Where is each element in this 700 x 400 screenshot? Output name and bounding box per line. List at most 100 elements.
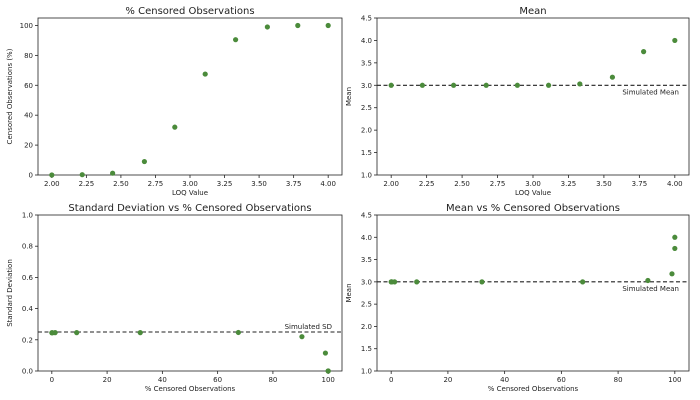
y-tick-label: 40 [24,112,33,120]
y-tick-label: 0.0 [22,368,33,376]
x-tick-label: 3.50 [596,180,612,188]
data-point [49,172,55,178]
chart-title: Standard Deviation vs % Censored Observa… [68,203,311,214]
data-point [609,74,616,80]
x-tick-label: 3.00 [182,180,198,188]
x-tick-label: 2.75 [490,180,506,188]
x-axis-label: LOQ Value [172,189,208,197]
x-tick-label: 0 [389,376,393,384]
y-tick-label: 3.5 [361,59,372,67]
data-point [322,350,329,356]
x-tick-label: 4.00 [320,180,336,188]
data-point [325,368,331,374]
data-point [483,82,489,88]
y-tick-label: 2.5 [361,104,372,112]
y-tick-label: 4.0 [361,234,372,242]
x-tick-label: 80 [614,376,623,384]
x-tick-label: 4.00 [667,180,683,188]
reference-line-label: Simulated Mean [622,88,679,96]
chart-panel-2: Mean 2.00 2.25 2.50 2.75 3.00 3.25 3.50 3.75 4.00… [345,6,690,197]
y-axis-label: Standard Deviation [6,259,14,327]
data-point [52,330,58,336]
data-point [391,279,398,285]
x-tick-label: 3.75 [632,180,648,188]
x-axis-label: % Censored Observations [488,385,579,393]
x-tick-label: 2.75 [148,180,164,188]
data-point [235,329,241,336]
x-tick-label: 60 [213,376,222,384]
x-tick-label: 80 [268,376,277,384]
data-point [233,37,239,43]
data-point [74,330,80,336]
data-point [295,22,301,29]
y-axis-label: Mean [345,283,353,302]
y-tick-label: 1.5 [361,345,372,353]
x-tick-label: 3.25 [561,180,577,188]
y-tick-label: 1.5 [361,149,372,157]
data-point [479,279,485,285]
data-point [450,82,457,88]
x-tick-label: 2.00 [44,180,60,188]
data-point [202,71,208,77]
y-tick-label: 20 [24,142,33,150]
chart-title: % Censored Observations [125,6,254,17]
y-tick-label: 3.0 [361,82,372,90]
y-tick-label: 0.8 [22,243,33,251]
y-tick-label: 4.0 [361,37,372,45]
x-tick-label: 3.00 [525,180,541,188]
y-axis-label: Mean [345,87,353,106]
x-tick-label: 3.25 [217,180,233,188]
x-tick-label: 40 [158,376,167,384]
x-tick-label: 2.25 [419,180,435,188]
chart-panel-4: Mean vs % Censored Observations 0 20 40 60 80… [345,203,690,393]
reference-line-label: Simulated SD [285,323,332,331]
data-point [514,82,521,88]
chart-panel-3: Standard Deviation vs % Censored Observa… [6,203,343,393]
y-tick-label: 0 [29,172,33,180]
y-tick-label: 1.0 [22,212,33,220]
x-axis-label: % Censored Observations [145,385,236,393]
data-point [669,271,675,277]
data-point [641,49,647,55]
data-point [419,82,425,88]
x-tick-label: 2.00 [383,180,399,188]
y-tick-label: 0.2 [22,336,33,344]
plot-frame [37,214,343,372]
data-point [414,279,420,285]
chart-title: Mean vs % Censored Observations [446,203,620,214]
y-tick-label: 3.5 [361,256,372,264]
reference-line-label: Simulated Mean [622,285,679,293]
y-tick-label: 100 [20,22,33,30]
y-tick-label: 0.6 [22,274,34,282]
x-tick-label: 100 [321,376,334,384]
y-tick-label: 1.0 [361,368,372,376]
x-tick-label: 3.50 [251,180,267,188]
data-point [137,330,143,336]
y-tick-label: 4.5 [361,15,372,23]
data-point [299,334,305,340]
data-point [325,22,331,29]
data-point [672,245,678,252]
y-tick-label: 2.0 [361,127,372,135]
data-point [110,170,116,176]
x-tick-label: 40 [500,376,509,384]
data-point [79,172,85,178]
plot-frame [37,17,343,176]
y-tick-label: 80 [24,52,33,60]
y-tick-label: 3.0 [361,278,372,286]
data-point [546,82,552,88]
x-tick-label: 2.50 [113,180,129,188]
x-tick-label: 2.50 [454,180,470,188]
x-tick-label: 0 [50,376,54,384]
data-point [672,37,678,44]
data-point [388,82,394,88]
data-point [264,24,270,30]
y-tick-label: 2.5 [361,301,372,309]
x-tick-label: 2.25 [79,180,95,188]
data-point [672,234,678,240]
data-point [141,158,147,165]
x-tick-label: 100 [668,376,681,384]
x-tick-label: 3.75 [286,180,302,188]
plot-frame [376,17,690,176]
